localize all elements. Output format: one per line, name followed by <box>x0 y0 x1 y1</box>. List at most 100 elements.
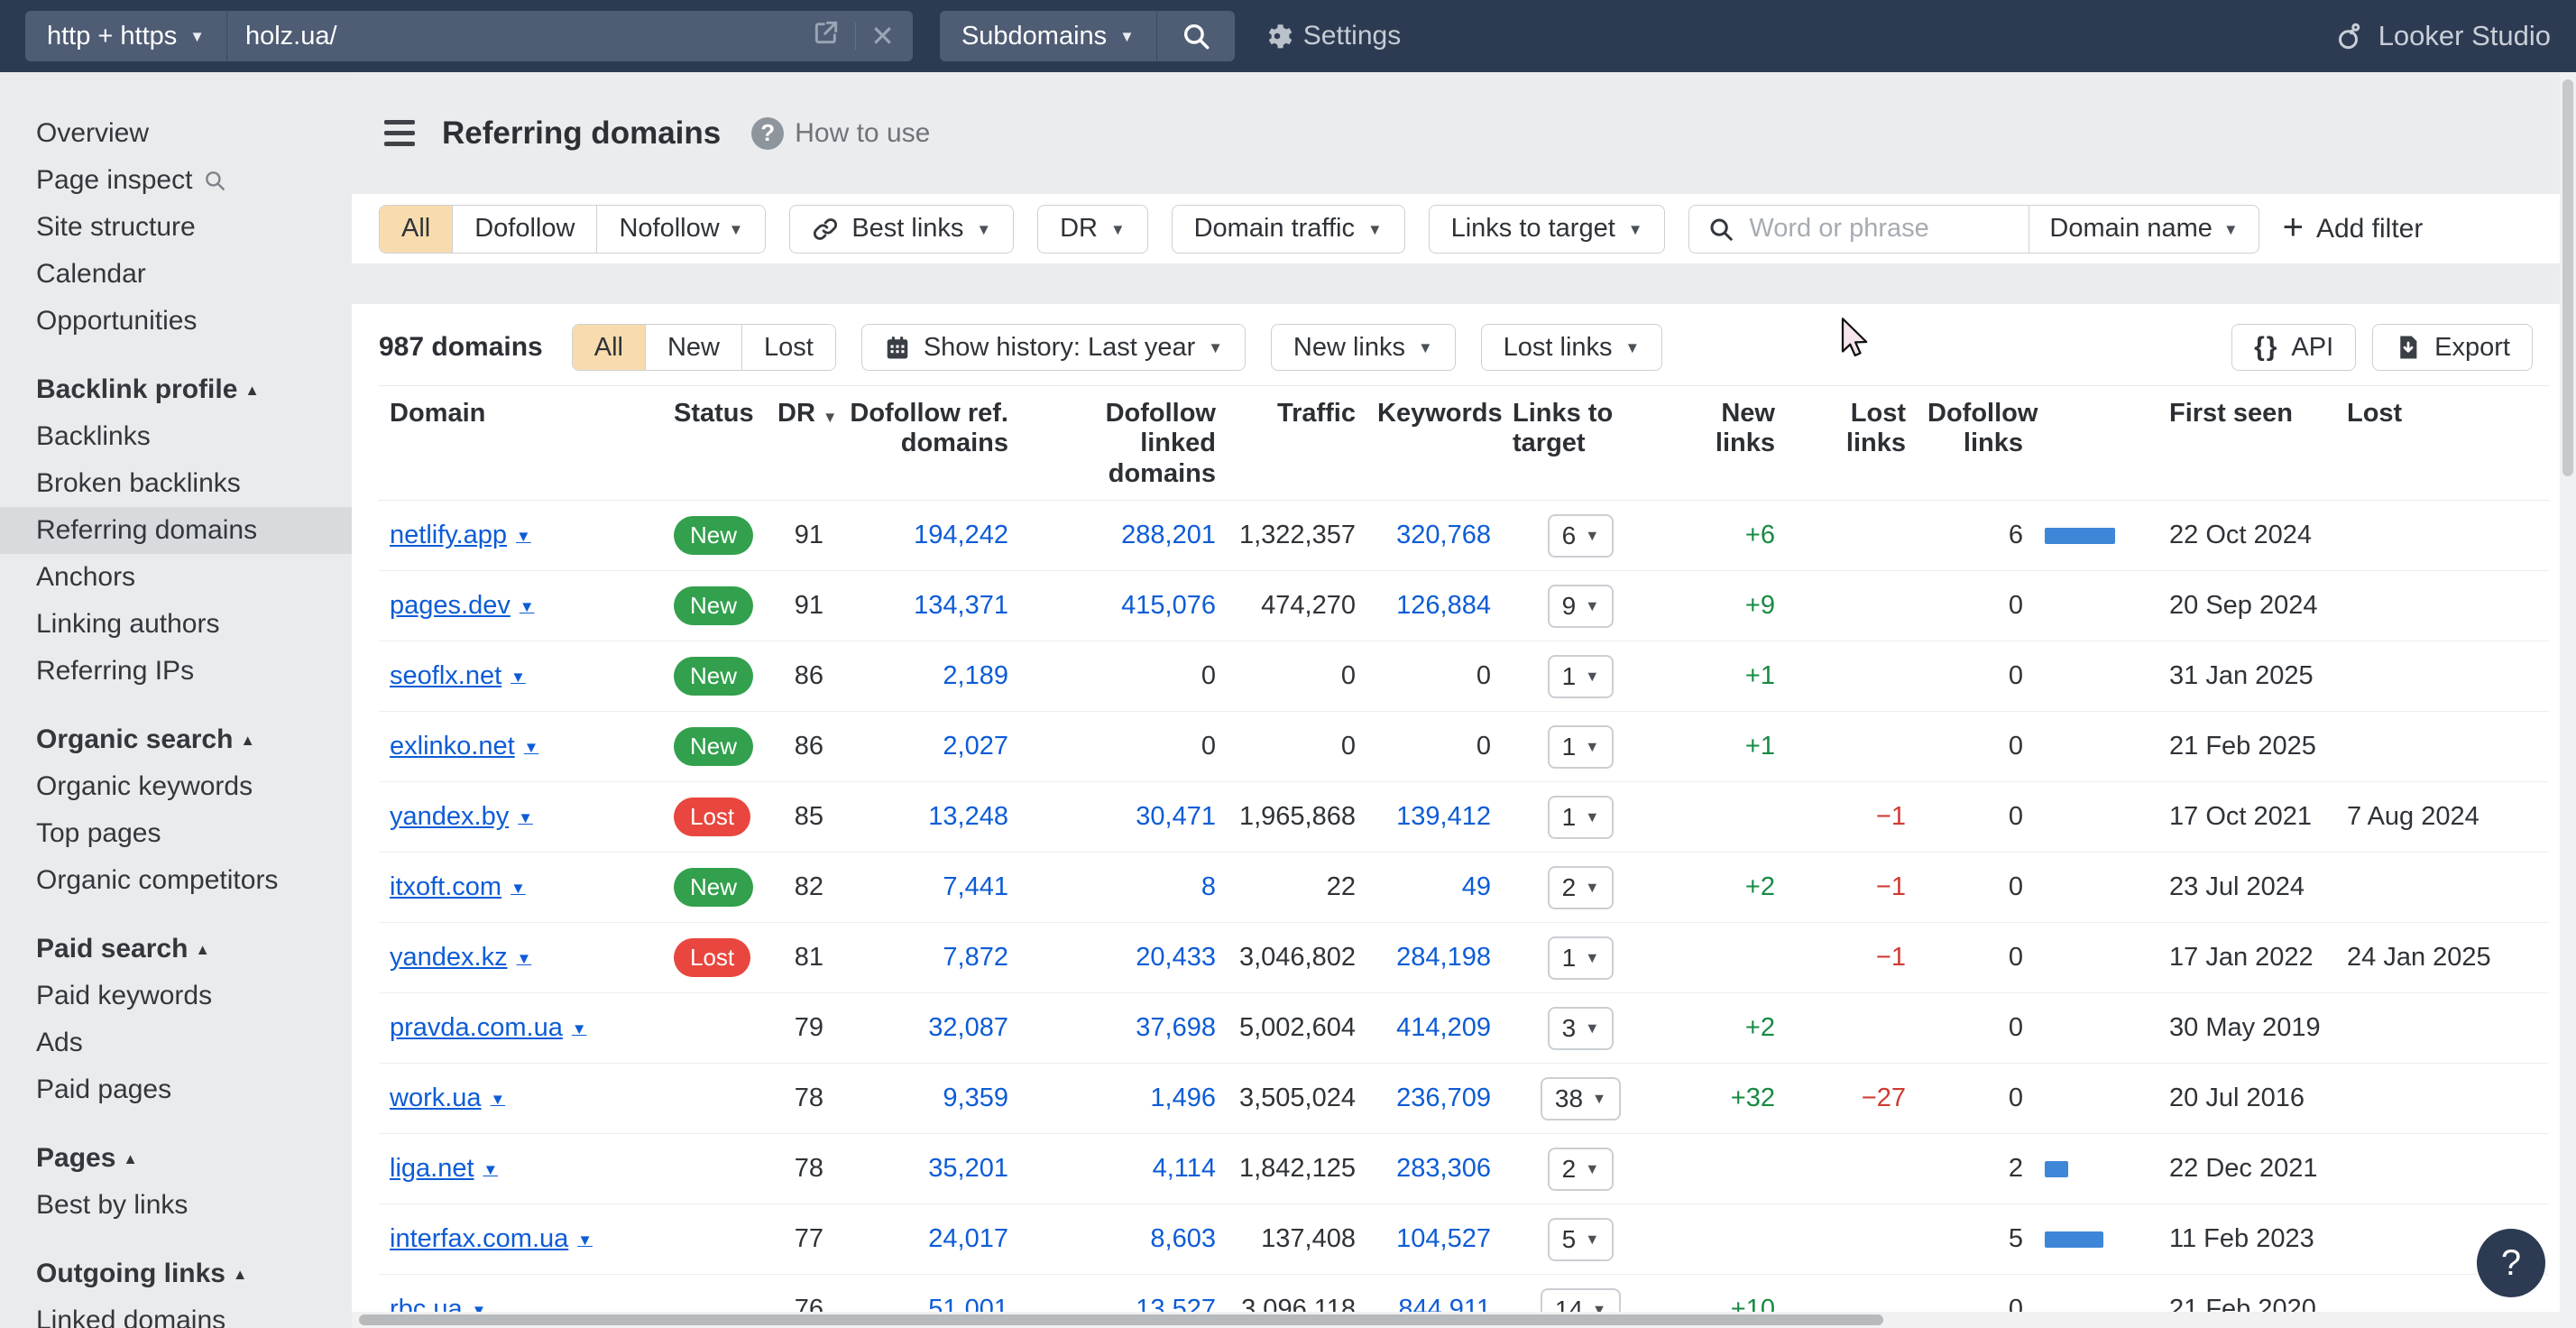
sidebar-item-linked-domains[interactable]: Linked domains <box>0 1297 352 1328</box>
links-to-target-dropdown[interactable]: 38▼ <box>1541 1077 1621 1120</box>
segment-dofollow[interactable]: Dofollow <box>453 206 597 253</box>
domain-link[interactable]: netlify.app▼ <box>390 521 652 550</box>
domain-link[interactable]: exlinko.net▼ <box>390 732 652 761</box>
domain-link[interactable]: liga.net▼ <box>390 1154 652 1184</box>
column-header-keywords[interactable]: Keywords <box>1366 386 1502 501</box>
sidebar-section-organic-search[interactable]: Organic search▲ <box>0 716 352 763</box>
column-header-domain[interactable]: Domain <box>379 386 663 501</box>
links-to-target-dropdown[interactable]: 1▼ <box>1548 655 1615 698</box>
sidebar-item-best-by-links[interactable]: Best by links <box>0 1182 352 1229</box>
sidebar-item-opportunities[interactable]: Opportunities <box>0 298 352 345</box>
sidebar-item-ads[interactable]: Ads <box>0 1019 352 1066</box>
sidebar-item-paid-keywords[interactable]: Paid keywords <box>0 973 352 1019</box>
word-or-phrase-input[interactable] <box>1749 214 2029 244</box>
metric-link[interactable]: 13,248 <box>928 802 1008 831</box>
metric-link[interactable]: 32,087 <box>928 1013 1008 1042</box>
column-header-dr[interactable]: DR▼ <box>767 386 834 501</box>
segment-all[interactable]: All <box>380 206 453 253</box>
new-links-dropdown[interactable]: New links ▼ <box>1271 324 1456 371</box>
sidebar-item-paid-pages[interactable]: Paid pages <box>0 1066 352 1113</box>
metric-link[interactable]: 104,527 <box>1396 1224 1491 1253</box>
url-input[interactable]: holz.ua/ ✕ <box>227 11 913 61</box>
filter-best-links-dropdown[interactable]: Best links▼ <box>789 205 1014 254</box>
scope-dropdown[interactable]: Subdomains ▼ <box>940 11 1156 61</box>
metric-link[interactable]: 4,114 <box>1153 1154 1216 1183</box>
sidebar-item-site-structure[interactable]: Site structure <box>0 204 352 251</box>
links-to-target-dropdown[interactable]: 3▼ <box>1548 1007 1615 1050</box>
sidebar-item-organic-keywords[interactable]: Organic keywords <box>0 763 352 810</box>
links-to-target-dropdown[interactable]: 2▼ <box>1548 1148 1615 1191</box>
metric-link[interactable]: 139,412 <box>1396 802 1491 831</box>
metric-link[interactable]: 288,201 <box>1121 521 1216 549</box>
sidebar-item-backlinks[interactable]: Backlinks <box>0 413 352 460</box>
metric-link[interactable]: 320,768 <box>1396 521 1491 549</box>
column-header-new-links[interactable]: New links <box>1660 386 1786 501</box>
help-fab-button[interactable]: ? <box>2477 1229 2545 1297</box>
metric-link[interactable]: 7,441 <box>943 872 1008 901</box>
domain-name-dropdown[interactable]: Domain name ▼ <box>2029 214 2258 244</box>
metric-link[interactable]: 283,306 <box>1396 1154 1491 1183</box>
links-to-target-dropdown[interactable]: 1▼ <box>1548 936 1615 980</box>
column-header-dofollow-linked-domains[interactable]: Dofollow linked domains <box>1019 386 1227 501</box>
column-header-status[interactable]: Status <box>663 386 767 501</box>
metric-link[interactable]: 8,603 <box>1150 1224 1216 1253</box>
column-header-first-seen[interactable]: First seen <box>2142 386 2336 501</box>
show-history-dropdown[interactable]: Show history: Last year ▼ <box>861 324 1246 371</box>
vertical-scrollbar-thumb[interactable] <box>2562 79 2573 476</box>
links-to-target-dropdown[interactable]: 1▼ <box>1548 796 1615 839</box>
column-header-lost-links[interactable]: Lost links <box>1786 386 1917 501</box>
links-to-target-dropdown[interactable]: 2▼ <box>1548 866 1615 909</box>
column-header-dofollow-links[interactable]: Dofollow links <box>1917 386 2034 501</box>
looker-studio-brand[interactable]: Looker Studio <box>2333 20 2551 52</box>
filter-domain-traffic-dropdown[interactable]: Domain traffic▼ <box>1172 205 1405 254</box>
links-to-target-dropdown[interactable]: 1▼ <box>1548 725 1615 769</box>
column-header-links-to-target[interactable]: Links to target <box>1502 386 1660 501</box>
metric-link[interactable]: 49 <box>1462 872 1491 901</box>
sidebar-item-top-pages[interactable]: Top pages <box>0 810 352 857</box>
sidebar-section-outgoing-links[interactable]: Outgoing links▲ <box>0 1250 352 1297</box>
metric-link[interactable]: 236,709 <box>1396 1084 1491 1112</box>
domain-link[interactable]: work.ua▼ <box>390 1084 652 1113</box>
metric-link[interactable]: 2,027 <box>943 732 1008 761</box>
metric-link[interactable]: 30,471 <box>1136 802 1216 831</box>
metric-link[interactable]: 134,371 <box>914 591 1008 620</box>
sidebar-item-overview[interactable]: Overview <box>0 110 352 157</box>
sidebar-item-anchors[interactable]: Anchors <box>0 554 352 601</box>
links-to-target-dropdown[interactable]: 9▼ <box>1548 585 1615 628</box>
metric-link[interactable]: 2,189 <box>943 661 1008 690</box>
metric-link[interactable]: 414,209 <box>1396 1013 1491 1042</box>
metric-link[interactable]: 1,496 <box>1150 1084 1216 1112</box>
metric-link[interactable]: 35,201 <box>928 1154 1008 1183</box>
metric-link[interactable]: 284,198 <box>1396 943 1491 972</box>
domain-link[interactable]: pravda.com.ua▼ <box>390 1013 652 1043</box>
metric-link[interactable]: 20,433 <box>1136 943 1216 972</box>
sidebar-section-pages[interactable]: Pages▲ <box>0 1135 352 1182</box>
sidebar-section-backlink-profile[interactable]: Backlink profile▲ <box>0 366 352 413</box>
segment-nofollow[interactable]: Nofollow▼ <box>597 206 765 253</box>
metric-link[interactable]: 8 <box>1201 872 1216 901</box>
links-to-target-dropdown[interactable]: 5▼ <box>1548 1218 1615 1261</box>
metric-link[interactable]: 415,076 <box>1121 591 1216 620</box>
filter-links-to-target-dropdown[interactable]: Links to target▼ <box>1429 205 1666 254</box>
horizontal-scrollbar-thumb[interactable] <box>359 1314 1883 1325</box>
column-header-traffic[interactable]: Traffic <box>1227 386 1366 501</box>
segment-lost[interactable]: Lost <box>742 325 835 370</box>
segment-new[interactable]: New <box>646 325 742 370</box>
domain-link[interactable]: itxoft.com▼ <box>390 872 652 902</box>
clear-url-icon[interactable]: ✕ <box>870 22 895 51</box>
column-header-lost[interactable]: Lost <box>2336 386 2549 501</box>
search-button[interactable] <box>1157 11 1235 61</box>
sidebar-item-linking-authors[interactable]: Linking authors <box>0 601 352 648</box>
add-filter-button[interactable]: + Add filter <box>2283 211 2424 247</box>
open-external-icon[interactable] <box>812 18 841 54</box>
settings-button[interactable]: Settings <box>1262 21 1401 51</box>
domain-link[interactable]: interfax.com.ua▼ <box>390 1224 652 1254</box>
domain-link[interactable]: pages.dev▼ <box>390 591 652 621</box>
segment-all[interactable]: All <box>573 325 646 370</box>
links-to-target-dropdown[interactable]: 6▼ <box>1548 514 1615 558</box>
sidebar-item-broken-backlinks[interactable]: Broken backlinks <box>0 460 352 507</box>
sidebar-item-page-inspect[interactable]: Page inspect <box>0 157 352 204</box>
sidebar-item-organic-competitors[interactable]: Organic competitors <box>0 857 352 904</box>
metric-link[interactable]: 9,359 <box>943 1084 1008 1112</box>
domain-link[interactable]: seoflx.net▼ <box>390 661 652 691</box>
